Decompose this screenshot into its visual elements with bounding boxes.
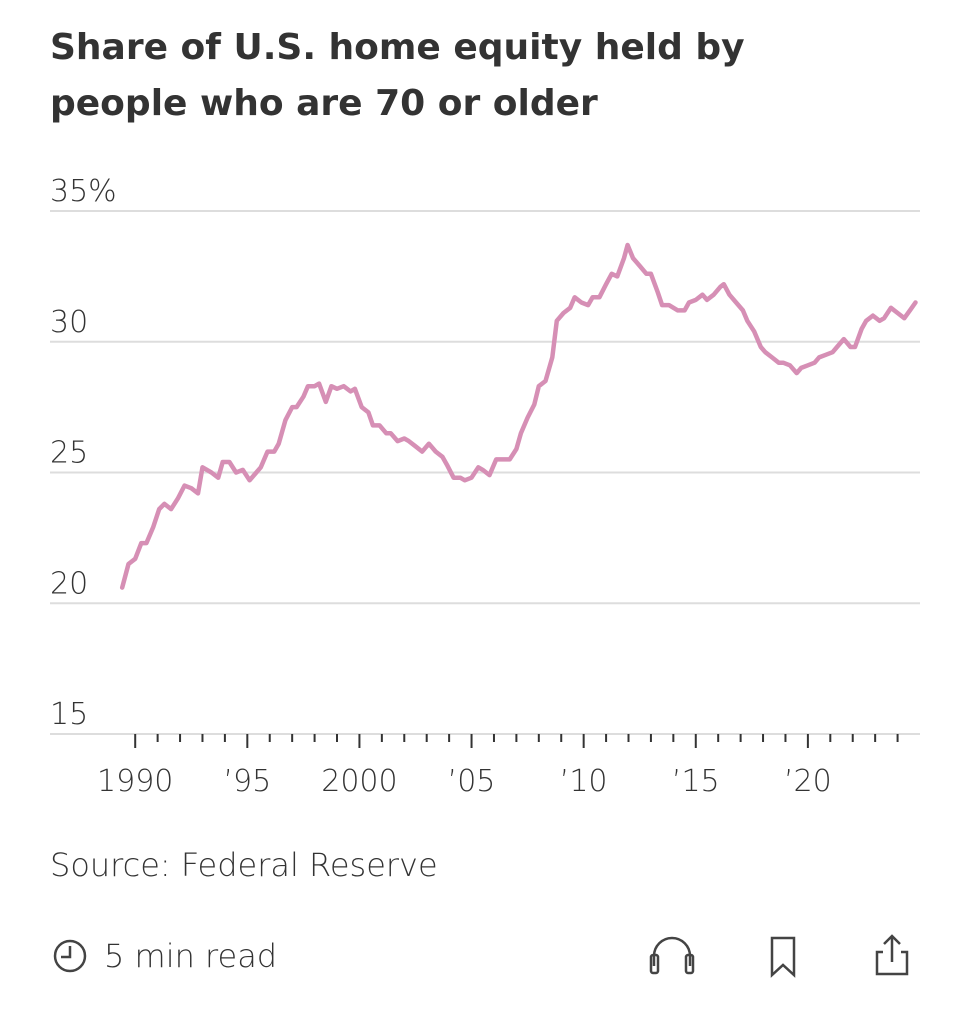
- read-time: 5 min read: [104, 937, 277, 975]
- x-tick-label: ’15: [672, 764, 720, 799]
- x-tick-label: 1990: [97, 764, 173, 799]
- chart-title: Share of U.S. home equity held by people…: [50, 27, 745, 124]
- data-line: [119, 242, 918, 590]
- x-tick-label: ’20: [784, 764, 832, 799]
- listen-button[interactable]: [649, 936, 695, 975]
- y-tick-label: 25: [50, 436, 88, 471]
- y-tick-label: 15: [50, 697, 88, 732]
- bookmark-button[interactable]: [770, 936, 796, 978]
- y-tick-label: 20: [50, 566, 88, 601]
- share-button[interactable]: [875, 934, 909, 976]
- y-tick-label: 30: [50, 305, 88, 340]
- x-tick-label: ’95: [223, 764, 271, 799]
- x-tick-label: ’10: [560, 764, 608, 799]
- clock-icon: [53, 939, 87, 973]
- y-tick-label: 35%: [50, 174, 117, 209]
- x-tick-label: 2000: [321, 764, 397, 799]
- source: Source: Federal Reserve: [50, 846, 438, 884]
- x-tick-label: ’05: [448, 764, 496, 799]
